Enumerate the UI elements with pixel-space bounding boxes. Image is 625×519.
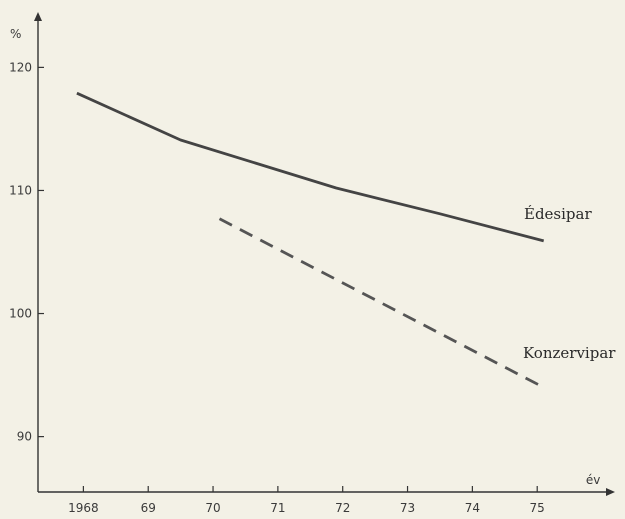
x-tick-label: 72 — [335, 501, 350, 515]
y-unit-label: % — [10, 27, 21, 41]
series-line-konzervipar — [218, 217, 545, 389]
x-unit-label: év — [586, 473, 600, 487]
y-tick-label: 110 — [9, 183, 32, 197]
y-tick-label: 120 — [9, 60, 32, 74]
axes — [34, 12, 615, 496]
x-axis-arrow — [606, 488, 615, 496]
y-ticks: 90 100 110 120 — [9, 60, 44, 444]
series-label-edesipar: Édesipar — [524, 205, 592, 223]
series-label-konzervipar: Konzervipar — [523, 344, 616, 362]
y-tick-label: 90 — [17, 430, 32, 444]
x-tick-label: 74 — [465, 501, 480, 515]
x-tick-label: 69 — [141, 501, 156, 515]
y-tick-label: 100 — [9, 307, 32, 321]
x-tick-label: 73 — [400, 501, 415, 515]
x-tick-label: 70 — [205, 501, 220, 515]
x-tick-label: 71 — [270, 501, 285, 515]
y-axis-arrow — [34, 12, 42, 21]
x-tick-label: 75 — [530, 501, 545, 515]
x-ticks: 1968 69 70 71 72 73 74 75 — [68, 486, 545, 515]
x-tick-label: 1968 — [68, 501, 99, 515]
series-group: Édesipar Konzervipar — [76, 91, 616, 389]
series-line-edesipar — [76, 91, 545, 243]
